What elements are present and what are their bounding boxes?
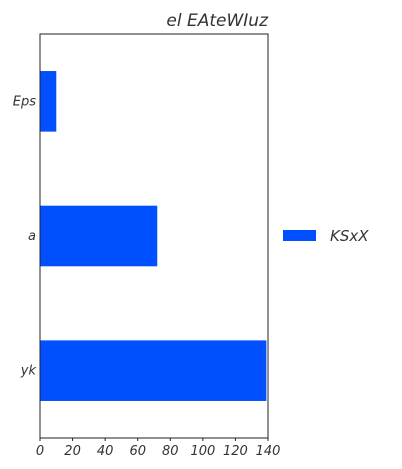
y-tick-label: yk: [20, 364, 37, 379]
bars-group: [40, 71, 266, 401]
legend-label: KSxX: [330, 227, 369, 245]
y-tick-labels: Eps a yk: [13, 94, 37, 378]
x-tick-label: 20: [64, 444, 81, 459]
chart-title: el EAteWIuz: [166, 11, 269, 31]
x-tick-labels: 0 20 40 60 80 100 120 140: [36, 438, 281, 459]
x-tick-label: 120: [223, 444, 248, 459]
x-tick-label: 60: [129, 444, 146, 459]
bar-Eps: [40, 71, 56, 132]
x-tick-label: 40: [97, 444, 114, 459]
y-tick-label: a: [28, 229, 36, 244]
y-tick-label: Eps: [13, 94, 36, 109]
x-tick-label: 140: [256, 444, 281, 459]
x-tick-label: 100: [190, 444, 215, 459]
x-tick-label: 0: [36, 444, 44, 459]
legend: KSxX: [283, 227, 369, 245]
bar-a: [40, 206, 157, 267]
bar-yk: [40, 340, 266, 401]
legend-swatch: [283, 230, 316, 241]
x-tick-label: 80: [162, 444, 179, 459]
